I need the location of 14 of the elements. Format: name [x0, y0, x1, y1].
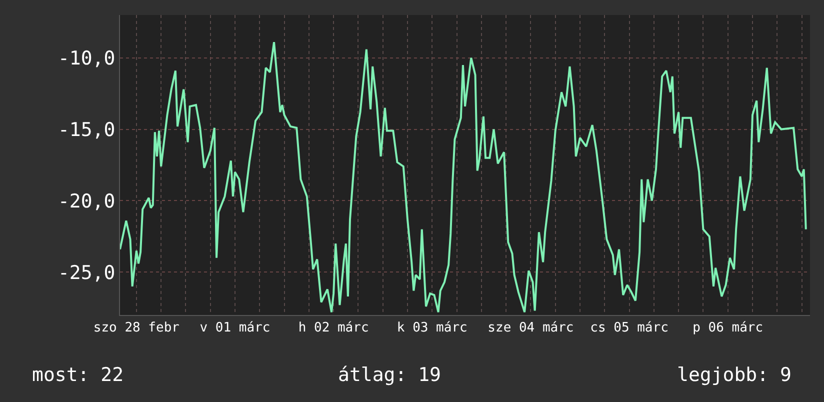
x-tick-label: sze 04 márc: [488, 320, 574, 336]
y-tick-label: -15,0: [58, 118, 116, 141]
x-tick-label: v 01 márc: [200, 320, 270, 336]
x-tick-label: cs 05 márc: [590, 320, 668, 336]
x-tick-label: p 06 márc: [692, 320, 764, 336]
text: átlag: 19: [338, 364, 441, 386]
x-tick-label: szo 28 febr: [93, 320, 180, 336]
y-tick-label: -25,0: [58, 262, 116, 284]
text: legjobb: 9: [677, 364, 792, 386]
y-tick-label: -20,0: [58, 190, 116, 212]
text: most: 22: [32, 364, 124, 386]
y-tick-label: -10,0: [58, 48, 116, 70]
x-tick-label: k 03 márc: [396, 320, 468, 336]
x-tick-label: h 02 márc: [298, 320, 369, 336]
